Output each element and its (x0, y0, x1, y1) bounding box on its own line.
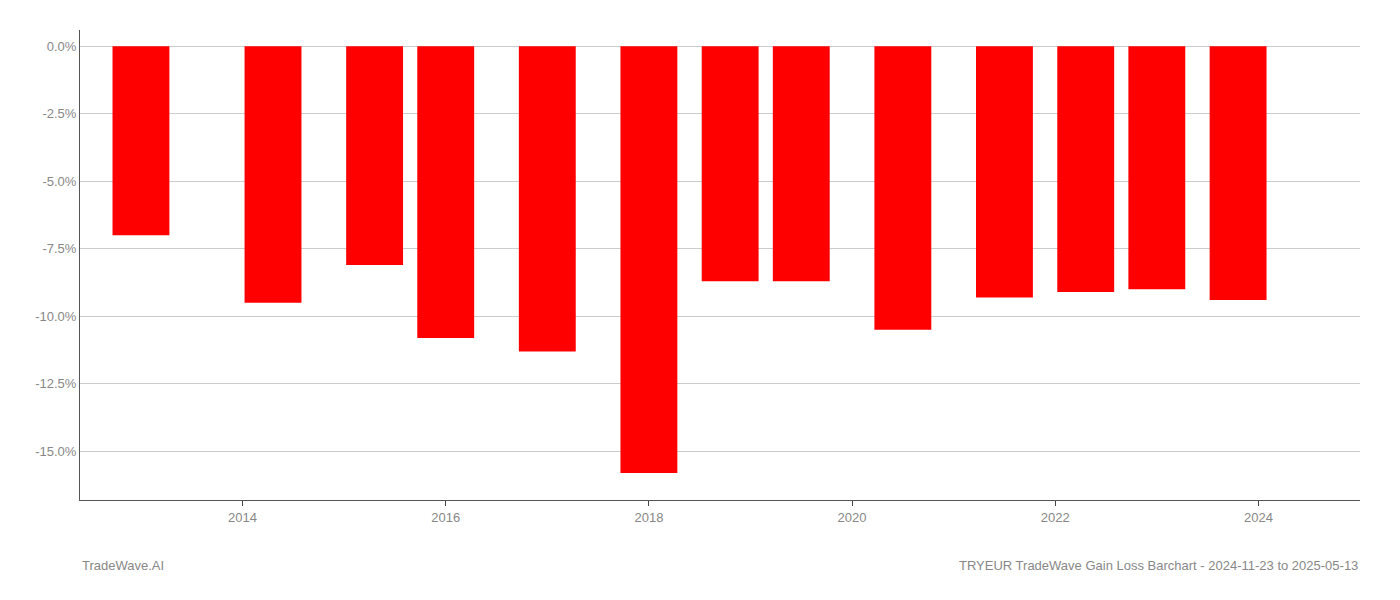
svg-text:-2.5%: -2.5% (42, 106, 76, 121)
svg-text:2024: 2024 (1244, 510, 1273, 525)
svg-text:TRYEUR TradeWave Gain Loss Bar: TRYEUR TradeWave Gain Loss Barchart - 20… (959, 558, 1358, 573)
svg-text:-10.0%: -10.0% (35, 309, 77, 324)
svg-text:2022: 2022 (1041, 510, 1070, 525)
svg-text:-12.5%: -12.5% (35, 376, 77, 391)
svg-text:TradeWave.AI: TradeWave.AI (82, 558, 164, 573)
svg-text:2020: 2020 (838, 510, 867, 525)
svg-text:2018: 2018 (634, 510, 663, 525)
svg-text:2016: 2016 (431, 510, 460, 525)
svg-text:-5.0%: -5.0% (42, 174, 76, 189)
svg-text:0.0%: 0.0% (47, 39, 77, 54)
svg-text:-15.0%: -15.0% (35, 444, 77, 459)
svg-text:-7.5%: -7.5% (42, 241, 76, 256)
svg-text:2014: 2014 (228, 510, 257, 525)
